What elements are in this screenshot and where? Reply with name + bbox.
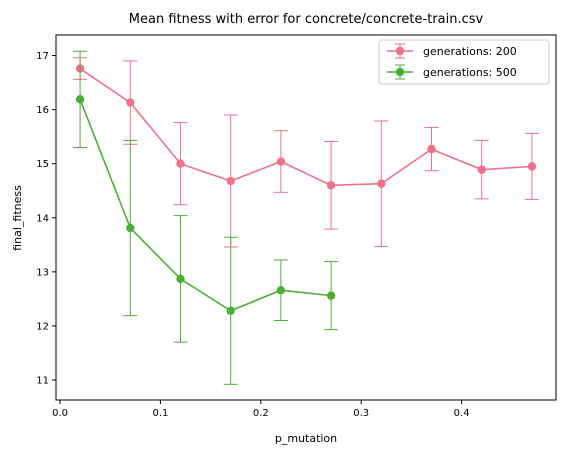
y-tick-label: 11	[36, 375, 49, 386]
data-point	[126, 98, 135, 107]
y-tick-label: 14	[36, 213, 49, 224]
legend-label: generations: 200	[423, 45, 517, 58]
data-point	[75, 95, 85, 104]
series-2	[73, 50, 339, 385]
legend-item: generations: 200	[387, 43, 517, 59]
data-point	[126, 223, 135, 233]
legend: generations: 200 generations: 500	[378, 39, 550, 85]
series-line	[79, 67, 532, 187]
x-tick-label: 0.1	[152, 408, 168, 419]
y-axis-label: final_fitness	[11, 185, 24, 251]
chart-title: Mean fitness with error for concrete/con…	[129, 12, 484, 27]
x-tick-label: 0.2	[253, 408, 269, 419]
series-line	[79, 99, 332, 312]
y-tick-label: 15	[36, 159, 49, 170]
data-point	[176, 274, 185, 284]
data-point	[176, 159, 185, 168]
data-point	[326, 291, 336, 300]
plot-frame	[55, 34, 557, 401]
plot-area: 0.0 0.1 0.2 0.3 0.4 11 12 13 14 15 16 17	[36, 34, 557, 419]
y-tick-label: 16	[36, 105, 49, 116]
data-point	[276, 286, 286, 295]
data-point	[226, 306, 235, 315]
y-tick-label: 13	[36, 267, 49, 278]
data-point	[427, 144, 436, 154]
data-point	[377, 179, 386, 188]
data-point	[326, 181, 336, 190]
data-point	[226, 176, 235, 186]
legend-box	[378, 39, 550, 85]
legend-marker	[395, 46, 405, 56]
x-tick-label: 0.3	[353, 408, 369, 419]
data-point	[527, 162, 537, 171]
data-point	[276, 157, 286, 166]
x-axis-label: p_mutation	[275, 432, 337, 445]
x-tick-label: 0.0	[52, 408, 68, 419]
data-point	[477, 165, 486, 174]
legend-marker	[395, 67, 405, 77]
series-1	[73, 57, 539, 248]
x-tick-label: 0.4	[454, 408, 470, 419]
y-tick-label: 17	[36, 51, 49, 62]
y-tick-label: 12	[36, 321, 49, 332]
legend-item: generations: 500	[387, 64, 517, 80]
legend-label: generations: 500	[423, 66, 517, 79]
